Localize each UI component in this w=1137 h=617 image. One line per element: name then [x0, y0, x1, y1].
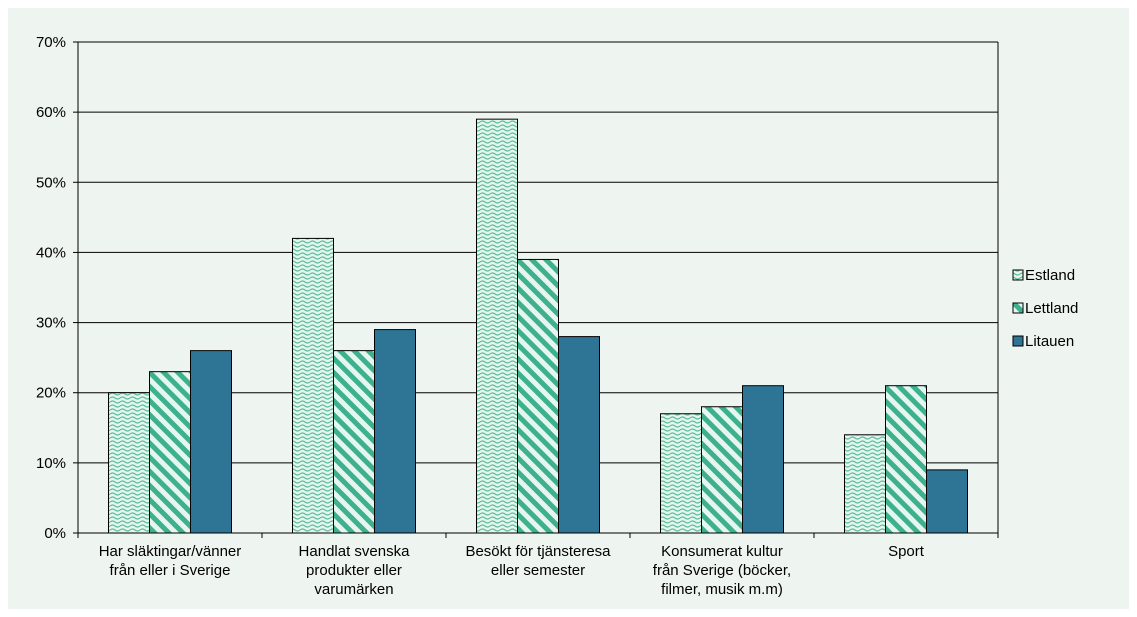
legend-label-estland: Estland	[1025, 267, 1075, 284]
bar-estland	[476, 118, 518, 534]
legend-swatch-lettland	[1012, 302, 1024, 314]
legend-swatch-estland	[1012, 269, 1024, 281]
bar-estland	[660, 413, 702, 534]
bar-estland	[292, 237, 334, 534]
y-tick-label: 40%	[36, 244, 66, 261]
axes	[77, 42, 999, 538]
bar-lettland	[333, 350, 375, 534]
bar-litauen	[374, 329, 416, 534]
x-category-label: Har släktingar/vänner från eller i Sverig…	[99, 543, 242, 579]
legend-swatch-litauen	[1012, 335, 1024, 347]
x-category-label: Handlat svenska produkter eller varumärken	[299, 543, 411, 598]
x-category-label: Besökt för tjänsteresa eller semester	[465, 543, 611, 579]
bar-litauen	[190, 350, 232, 534]
y-tick-label: 50%	[36, 174, 66, 191]
bar-litauen	[742, 385, 784, 534]
bar-lettland	[701, 406, 743, 534]
bar-lettland	[885, 385, 927, 534]
y-tick-label: 30%	[36, 315, 66, 332]
y-tick-label: 70%	[36, 34, 66, 51]
x-category-label: Konsumerat kultur från Sverige (böcker, fi…	[653, 543, 791, 598]
bar-lettland	[149, 371, 191, 534]
y-tick-labels: 0% 10% 20% 30% 40% 50% 60% 70%	[36, 34, 66, 542]
y-tick-label: 0%	[44, 525, 66, 542]
y-tick-label: 60%	[36, 104, 66, 121]
legend: Estland Lettland Litauen	[1012, 267, 1078, 350]
legend-label-litauen: Litauen	[1025, 333, 1074, 350]
y-tick-label: 20%	[36, 385, 66, 402]
bar-estland	[108, 392, 150, 534]
x-category-labels: Har släktingar/vänner från eller i Sverig…	[99, 543, 925, 598]
bar-litauen	[926, 469, 968, 534]
bar-lettland	[517, 258, 559, 534]
bar-litauen	[558, 336, 600, 534]
bar-estland	[844, 434, 886, 534]
y-tick-label: 10%	[36, 455, 66, 472]
bars	[108, 118, 968, 534]
x-category-label: Sport	[888, 543, 925, 560]
legend-label-lettland: Lettland	[1025, 300, 1078, 317]
